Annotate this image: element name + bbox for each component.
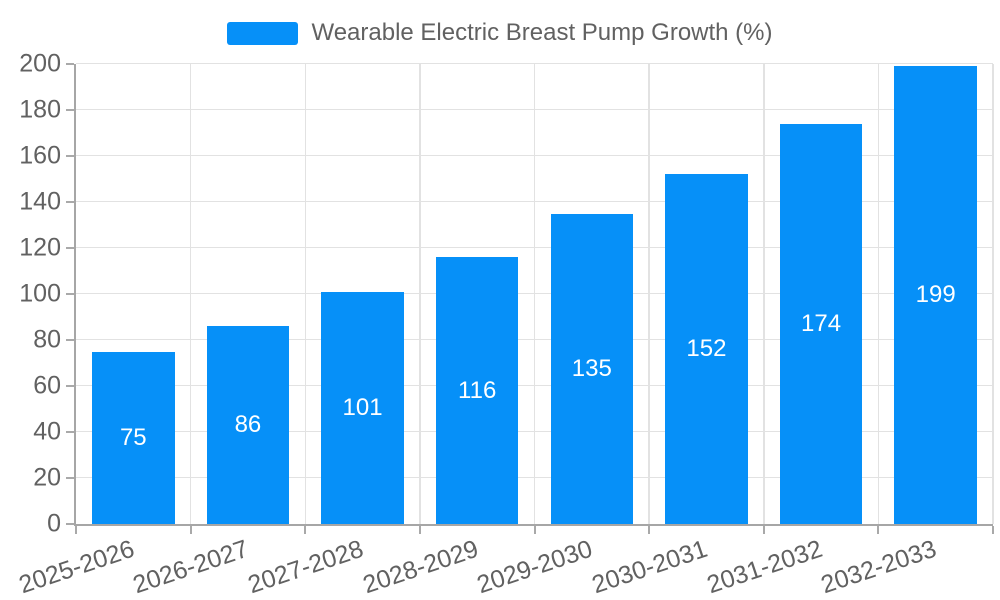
y-axis-tick-label: 120: [19, 233, 61, 262]
x-axis-tick-label: 2025-2026: [15, 534, 138, 600]
bar-value-label: 174: [801, 309, 842, 337]
x-axis-tick: [648, 526, 651, 534]
x-axis-tick: [992, 526, 994, 534]
x-axis-tick-label: 2030-2031: [588, 534, 711, 600]
x-axis-tick: [533, 526, 536, 534]
bar[interactable]: 86: [206, 326, 290, 524]
x-axis-tick: [418, 526, 421, 534]
gridline-vertical: [419, 64, 421, 524]
y-axis-tick-label: 0: [47, 509, 61, 538]
bar-value-label: 86: [234, 411, 262, 439]
y-axis-tick: [66, 155, 74, 157]
y-axis-tick: [66, 293, 74, 295]
bar-value-label: 75: [119, 423, 147, 451]
y-axis-tick-label: 140: [19, 187, 61, 216]
x-axis-labels: 2025-2026 2026-2027 2027-2028 2028-2029 2029…: [15, 534, 993, 600]
y-axis-tick-label: 20: [33, 463, 61, 492]
gridline-vertical: [648, 64, 650, 524]
bar[interactable]: 135: [550, 213, 634, 524]
y-axis-tick-label: 100: [19, 279, 61, 308]
legend-label: Wearable Electric Breast Pump Growth (%): [311, 19, 773, 46]
y-axis-tick: [66, 431, 74, 433]
y-axis-tick-label: 40: [33, 417, 61, 446]
y-axis-tick: [66, 477, 74, 479]
legend-item[interactable]: Wearable Electric Breast Pump Growth (%): [227, 19, 773, 48]
bar-value-label: 116: [458, 376, 497, 404]
x-axis-tick: [762, 526, 765, 534]
bar-value-label: 199: [915, 281, 956, 309]
gridline-vertical: [304, 64, 306, 524]
bar[interactable]: 152: [665, 174, 748, 524]
x-axis-tick: [189, 526, 192, 534]
gridline-horizontal: [76, 62, 993, 64]
gridline-vertical: [992, 64, 994, 524]
x-axis-tick-label: 2028-2029: [359, 534, 482, 600]
y-axis-tick: [66, 385, 74, 387]
x-axis-tick-label: 2026-2027: [129, 534, 253, 600]
x-axis-tick-label: 2029-2030: [473, 534, 597, 600]
y-axis-tick-label: 80: [33, 325, 61, 354]
y-axis-tick: [66, 247, 74, 249]
y-axis-tick: [66, 63, 74, 65]
bar-value-label: 135: [571, 354, 612, 382]
y-axis-tick: [66, 109, 74, 111]
bar[interactable]: 75: [92, 351, 175, 524]
x-axis-tick-label: 2032-2033: [817, 534, 940, 600]
x-axis-tick-label: 2031-2032: [703, 534, 826, 600]
legend-swatch-icon: [227, 21, 299, 45]
x-axis-tick: [75, 526, 77, 534]
bar[interactable]: 101: [321, 291, 404, 524]
y-axis-tick-label: 180: [19, 95, 61, 124]
bar-value-label: 152: [686, 335, 727, 363]
y-axis-tick-label: 160: [19, 141, 61, 170]
x-axis-tick: [877, 526, 880, 534]
bar[interactable]: 174: [779, 123, 863, 524]
legend: Wearable Electric Breast Pump Growth (%): [0, 19, 1000, 48]
bar-value-label: 101: [342, 393, 383, 421]
y-axis-tick: [66, 339, 74, 341]
y-axis-tick: [66, 201, 74, 203]
y-axis-tick: [66, 523, 74, 525]
gridline-vertical: [189, 64, 192, 524]
x-axis-tick-label: 2027-2028: [244, 534, 367, 600]
plot-area: 0 20 40 60 80 100 120 140 160 180 200 75 86 101 116 135…: [19, 51, 994, 536]
y-axis-tick-label: 60: [33, 371, 61, 400]
gridline-vertical: [763, 64, 765, 524]
gridline-vertical: [877, 64, 880, 524]
bar[interactable]: 199: [894, 66, 977, 524]
bar[interactable]: 116: [435, 257, 519, 524]
x-axis-tick: [304, 526, 307, 534]
y-axis-tick-label: 200: [19, 49, 61, 78]
gridline-vertical: [533, 64, 536, 524]
